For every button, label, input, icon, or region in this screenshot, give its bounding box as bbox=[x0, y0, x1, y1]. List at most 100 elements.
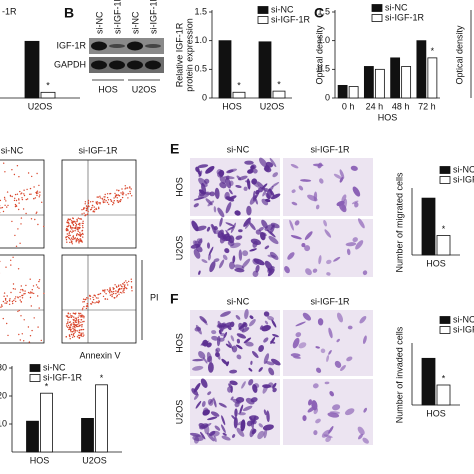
flow-dot bbox=[95, 297, 98, 299]
flow-dot bbox=[82, 208, 85, 210]
cell bbox=[351, 200, 359, 205]
flow-dot bbox=[20, 315, 22, 317]
flow-dot bbox=[74, 313, 77, 315]
group-label: HOS bbox=[98, 84, 118, 94]
cell bbox=[253, 258, 265, 266]
bar bbox=[416, 40, 427, 99]
cell bbox=[326, 259, 332, 265]
flow-dot bbox=[15, 199, 18, 202]
cell bbox=[246, 205, 252, 216]
flow-dot bbox=[90, 208, 93, 210]
blot-band bbox=[91, 41, 107, 51]
lane-label: si-IGF-1R bbox=[148, 0, 158, 34]
row-label: IGF-1R bbox=[56, 40, 86, 50]
cell bbox=[264, 320, 269, 325]
cell bbox=[261, 198, 269, 206]
cell bbox=[217, 171, 224, 178]
cell bbox=[268, 367, 275, 376]
flow-dot bbox=[0, 260, 1, 263]
cell bbox=[229, 380, 238, 386]
flow-dot bbox=[118, 293, 120, 295]
flow-dot bbox=[96, 201, 99, 203]
flow-dot bbox=[38, 280, 40, 283]
flow-dot bbox=[125, 187, 127, 189]
flow-dot bbox=[72, 321, 75, 324]
flow-dot bbox=[81, 324, 84, 326]
cell bbox=[238, 323, 247, 330]
cell bbox=[290, 164, 299, 169]
significance: * bbox=[100, 373, 104, 383]
x-tick-label: U2OS bbox=[28, 101, 53, 111]
axis-label: Annexin V bbox=[79, 350, 120, 360]
cell bbox=[346, 356, 353, 362]
flow-dot bbox=[68, 328, 70, 331]
flow-dot bbox=[68, 236, 70, 239]
flow-dot bbox=[114, 284, 116, 286]
flow-dot bbox=[83, 301, 86, 303]
cell bbox=[234, 264, 245, 270]
cell bbox=[267, 254, 277, 258]
significance: * bbox=[442, 224, 446, 234]
cell bbox=[243, 337, 252, 344]
x-tick-label: U2OS bbox=[260, 101, 285, 111]
flow-dot bbox=[9, 298, 11, 300]
flow-dot bbox=[79, 239, 82, 242]
cell bbox=[291, 189, 296, 194]
cell bbox=[256, 181, 266, 191]
cell bbox=[302, 312, 312, 321]
cell bbox=[313, 430, 318, 436]
legend-swatch bbox=[29, 374, 41, 382]
flow-dot bbox=[36, 172, 38, 175]
flow-dot bbox=[76, 219, 79, 221]
flow-dot bbox=[38, 279, 41, 281]
flow-dot bbox=[93, 294, 95, 296]
flow-dot bbox=[68, 326, 71, 329]
cell bbox=[258, 423, 264, 428]
flow-dot bbox=[104, 196, 106, 198]
flow-dot bbox=[29, 292, 31, 294]
cell bbox=[198, 270, 201, 275]
lane-label: si-NC bbox=[130, 11, 140, 34]
cell bbox=[315, 346, 320, 349]
flow-dot bbox=[83, 320, 85, 323]
cell bbox=[232, 255, 236, 264]
flow-dot bbox=[66, 233, 69, 235]
flow-dot bbox=[12, 302, 14, 305]
flow-dot bbox=[79, 224, 81, 226]
cell bbox=[284, 266, 290, 274]
x-tick-label: 0 h bbox=[342, 101, 355, 111]
flow-dot bbox=[77, 320, 79, 322]
flow-dot bbox=[68, 231, 71, 233]
flow-dot bbox=[84, 215, 86, 217]
flow-dot bbox=[29, 296, 32, 299]
flow-dot bbox=[123, 286, 126, 288]
flow-dot bbox=[104, 201, 106, 203]
flow-dot bbox=[108, 290, 110, 292]
cell bbox=[221, 415, 226, 426]
flow-dot bbox=[81, 213, 83, 215]
row-label: U2OS bbox=[174, 236, 184, 261]
cell bbox=[220, 311, 231, 317]
cell bbox=[213, 435, 217, 443]
flow-dot bbox=[89, 294, 91, 297]
flow-dot bbox=[128, 280, 130, 283]
cell bbox=[193, 203, 199, 208]
flow-dot bbox=[74, 230, 76, 232]
cell bbox=[213, 206, 217, 213]
significance: * bbox=[431, 46, 435, 56]
cell bbox=[249, 319, 256, 327]
flow-dot bbox=[69, 316, 71, 318]
cell bbox=[315, 418, 321, 424]
flow-dot bbox=[119, 288, 121, 291]
cell bbox=[192, 435, 204, 442]
flow-dot bbox=[67, 322, 69, 324]
bar bbox=[95, 384, 108, 453]
flow-dot bbox=[70, 315, 72, 317]
cell bbox=[263, 409, 267, 416]
flow-dot bbox=[82, 301, 84, 303]
cell bbox=[191, 388, 199, 396]
cell bbox=[246, 420, 253, 427]
flow-dot bbox=[77, 217, 80, 219]
cell bbox=[206, 342, 212, 348]
flow-dot bbox=[79, 238, 82, 240]
